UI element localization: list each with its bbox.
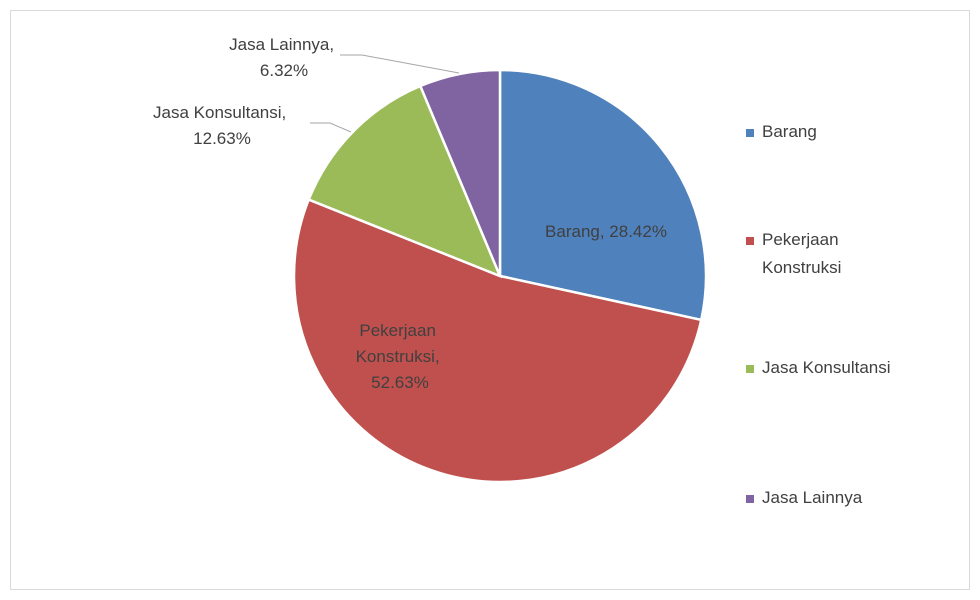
leader-line xyxy=(340,54,460,74)
leader-line xyxy=(310,122,352,133)
pie-slice xyxy=(418,68,502,277)
legend-label: Jasa Konsultansi xyxy=(762,358,891,377)
data-label: Jasa Konsultansi, 12.63% xyxy=(153,103,291,148)
data-label: Pekerjaan Konstruksi, 52.63% xyxy=(356,321,445,392)
pie-slice xyxy=(498,68,708,322)
legend-swatch xyxy=(746,237,754,245)
legend-label: Jasa Lainnya xyxy=(762,488,863,507)
pie-slice xyxy=(307,84,503,279)
legend-swatch xyxy=(746,129,754,137)
data-label: Jasa Lainnya, 6.32% xyxy=(229,35,339,80)
legend-label: Pekerjaan Konstruksi xyxy=(762,230,843,277)
legend-label: Barang xyxy=(762,122,817,141)
pie-slice xyxy=(292,197,703,484)
data-label: Barang, 28.42% xyxy=(545,222,667,241)
legend-swatch xyxy=(746,365,754,373)
legend-swatch xyxy=(746,495,754,503)
